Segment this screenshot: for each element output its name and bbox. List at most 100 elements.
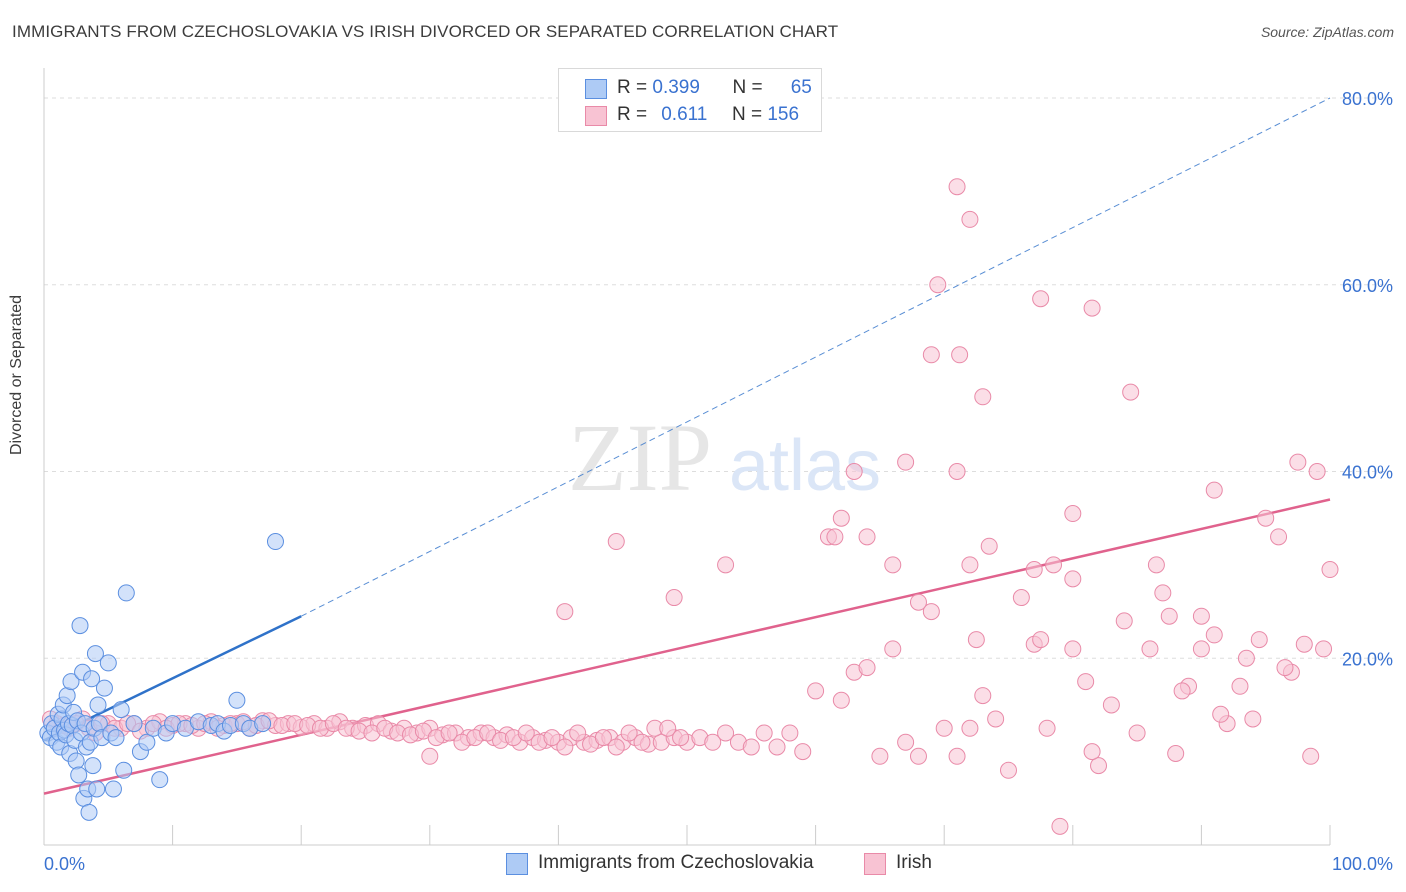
czech-point xyxy=(104,780,122,798)
irish-point xyxy=(845,463,863,480)
source-label: Source: ZipAtlas.com xyxy=(1260,24,1394,40)
czech-point xyxy=(107,729,125,747)
irish-point xyxy=(858,528,876,546)
irish-point xyxy=(1192,640,1210,658)
irish-point xyxy=(1122,383,1140,401)
irish-point xyxy=(1167,744,1185,762)
irish-point xyxy=(607,738,625,756)
irish-point xyxy=(1064,640,1082,658)
irish-point xyxy=(479,724,497,742)
irish-point xyxy=(987,710,1005,728)
irish-point xyxy=(1045,556,1063,574)
legend-n-label: N = xyxy=(732,77,768,98)
czech-point xyxy=(95,679,113,697)
irish-point xyxy=(543,729,561,747)
irish-point xyxy=(929,276,947,294)
czech-point xyxy=(125,715,143,733)
irish-point xyxy=(717,556,735,574)
czech-point xyxy=(88,780,106,798)
legend-r-label: R = xyxy=(617,104,653,125)
legend-n-value: 65 xyxy=(790,77,812,98)
irish-point xyxy=(1051,817,1069,835)
bottom-legend-swatch-irish xyxy=(864,853,886,875)
irish-point xyxy=(1270,528,1288,546)
irish-point xyxy=(961,719,979,737)
irish-point xyxy=(858,659,876,677)
irish-point xyxy=(1032,290,1050,308)
irish-point xyxy=(1160,607,1178,625)
irish-point xyxy=(1321,561,1339,579)
irish-point xyxy=(1289,453,1307,471)
tick-labels: 20.0% 40.0% 60.0% 80.0% 0.0% 100.0% xyxy=(44,89,1393,874)
stats-legend: R = 0.399 N = 65 R = 0.611 N = 156 xyxy=(558,68,822,132)
legend-n-label: N = xyxy=(731,104,768,125)
irish-point xyxy=(961,210,979,228)
bottom-legend-label-czech: Immigrants from Czechoslovakia xyxy=(538,852,814,873)
y-axis-label: Divorced or Separated xyxy=(8,294,25,455)
irish-trend-line xyxy=(43,498,1331,795)
czech-point xyxy=(71,617,89,635)
irish-point xyxy=(1192,607,1210,625)
czech-point xyxy=(83,670,101,688)
irish-point xyxy=(1250,631,1268,649)
irish-point xyxy=(717,724,735,742)
data-points xyxy=(39,178,1339,835)
irish-point xyxy=(755,724,773,742)
legend-r-value: 0.611 xyxy=(661,104,708,125)
irish-point xyxy=(1064,570,1082,588)
czech-point xyxy=(117,584,135,602)
irish-point xyxy=(897,733,915,751)
czech-point xyxy=(70,766,88,784)
legend-n-value: 156 xyxy=(767,104,800,125)
irish-point xyxy=(1083,299,1101,317)
irish-point xyxy=(1205,481,1223,499)
irish-point xyxy=(633,733,651,751)
y-tick-label: 60.0% xyxy=(1342,276,1393,296)
czech-point xyxy=(254,715,272,733)
legend-swatch-irish xyxy=(585,106,607,126)
y-tick-label: 20.0% xyxy=(1342,649,1393,669)
legend-swatch-czech xyxy=(585,79,607,99)
irish-point xyxy=(1244,710,1262,728)
irish-point xyxy=(948,463,966,480)
irish-point xyxy=(672,729,690,747)
irish-point xyxy=(1102,696,1120,714)
czech-point xyxy=(67,752,85,770)
irish-point xyxy=(421,747,439,765)
irish-point xyxy=(826,528,844,546)
irish-point xyxy=(1090,757,1108,775)
irish-point xyxy=(1276,659,1294,677)
irish-point xyxy=(665,589,683,607)
irish-point xyxy=(832,691,850,709)
czech-point xyxy=(115,761,133,779)
bottom-legend-label-irish: Irish xyxy=(896,852,932,873)
irish-point xyxy=(1302,747,1320,765)
czech-point xyxy=(99,654,117,672)
irish-point xyxy=(948,747,966,765)
legend-r-value: 0.399 xyxy=(652,77,700,98)
irish-point xyxy=(884,640,902,658)
legend-r-label: R = xyxy=(617,77,653,98)
irish-point xyxy=(909,593,927,611)
irish-point xyxy=(951,346,969,364)
chart-title: IMMIGRANTS FROM CZECHOSLOVAKIA VS IRISH … xyxy=(12,22,839,41)
irish-point xyxy=(922,346,940,364)
irish-point xyxy=(1000,761,1017,779)
irish-point xyxy=(781,724,799,742)
irish-point xyxy=(1064,505,1082,523)
irish-point xyxy=(948,178,966,196)
irish-point xyxy=(1173,682,1191,700)
irish-point xyxy=(768,738,786,756)
irish-point xyxy=(1032,631,1050,649)
czech-point xyxy=(112,701,130,719)
irish-point xyxy=(909,747,927,765)
irish-point xyxy=(1315,640,1333,658)
irish-point xyxy=(569,724,587,742)
irish-point xyxy=(1115,612,1133,630)
irish-point xyxy=(935,719,953,737)
irish-point xyxy=(704,733,722,751)
irish-point xyxy=(922,603,940,621)
irish-point xyxy=(1308,463,1326,480)
irish-point xyxy=(1212,705,1230,723)
